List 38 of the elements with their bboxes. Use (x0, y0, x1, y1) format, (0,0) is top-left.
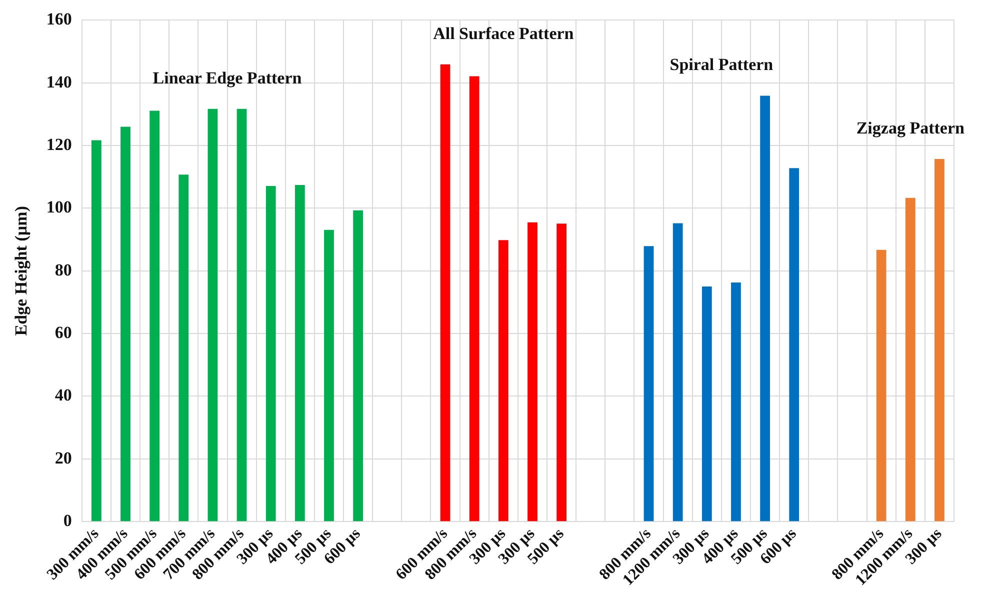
y-tick-label: 0 (63, 510, 72, 530)
bar (469, 76, 480, 522)
bar (789, 168, 800, 522)
bar (208, 108, 218, 522)
bar (934, 159, 944, 522)
bar (294, 185, 305, 522)
bar (905, 198, 916, 522)
bar (236, 108, 247, 522)
bar (498, 240, 508, 522)
bar (120, 126, 130, 522)
y-tick-label: 120 (46, 134, 72, 154)
bar (528, 222, 538, 522)
annotation: Linear Edge Pattern (152, 68, 302, 88)
bar (731, 282, 741, 522)
bar (876, 250, 886, 522)
y-tick-label: 20 (54, 448, 72, 468)
y-tick-label: 100 (46, 198, 72, 217)
annotation: All Surface Pattern (433, 24, 574, 43)
y-tick-label: 140 (46, 72, 72, 92)
y-tick-label: 80 (54, 260, 72, 280)
annotation: Spiral Pattern (670, 55, 774, 74)
bar (91, 140, 102, 522)
bar (556, 224, 566, 522)
y-tick-label: 60 (54, 322, 72, 342)
bar (324, 230, 334, 522)
bar (266, 186, 276, 522)
bar (702, 286, 712, 522)
bar (150, 110, 160, 522)
y-tick-label: 160 (46, 10, 72, 29)
annotation: Zigzag Pattern (856, 118, 965, 138)
bar (440, 64, 450, 522)
bar (353, 210, 364, 522)
y-axis-title: Edge Height (µm) (12, 206, 31, 336)
bar (644, 246, 654, 522)
bar (760, 96, 770, 522)
bar (672, 223, 683, 522)
bar (178, 174, 189, 522)
y-tick-label: 40 (54, 386, 72, 405)
